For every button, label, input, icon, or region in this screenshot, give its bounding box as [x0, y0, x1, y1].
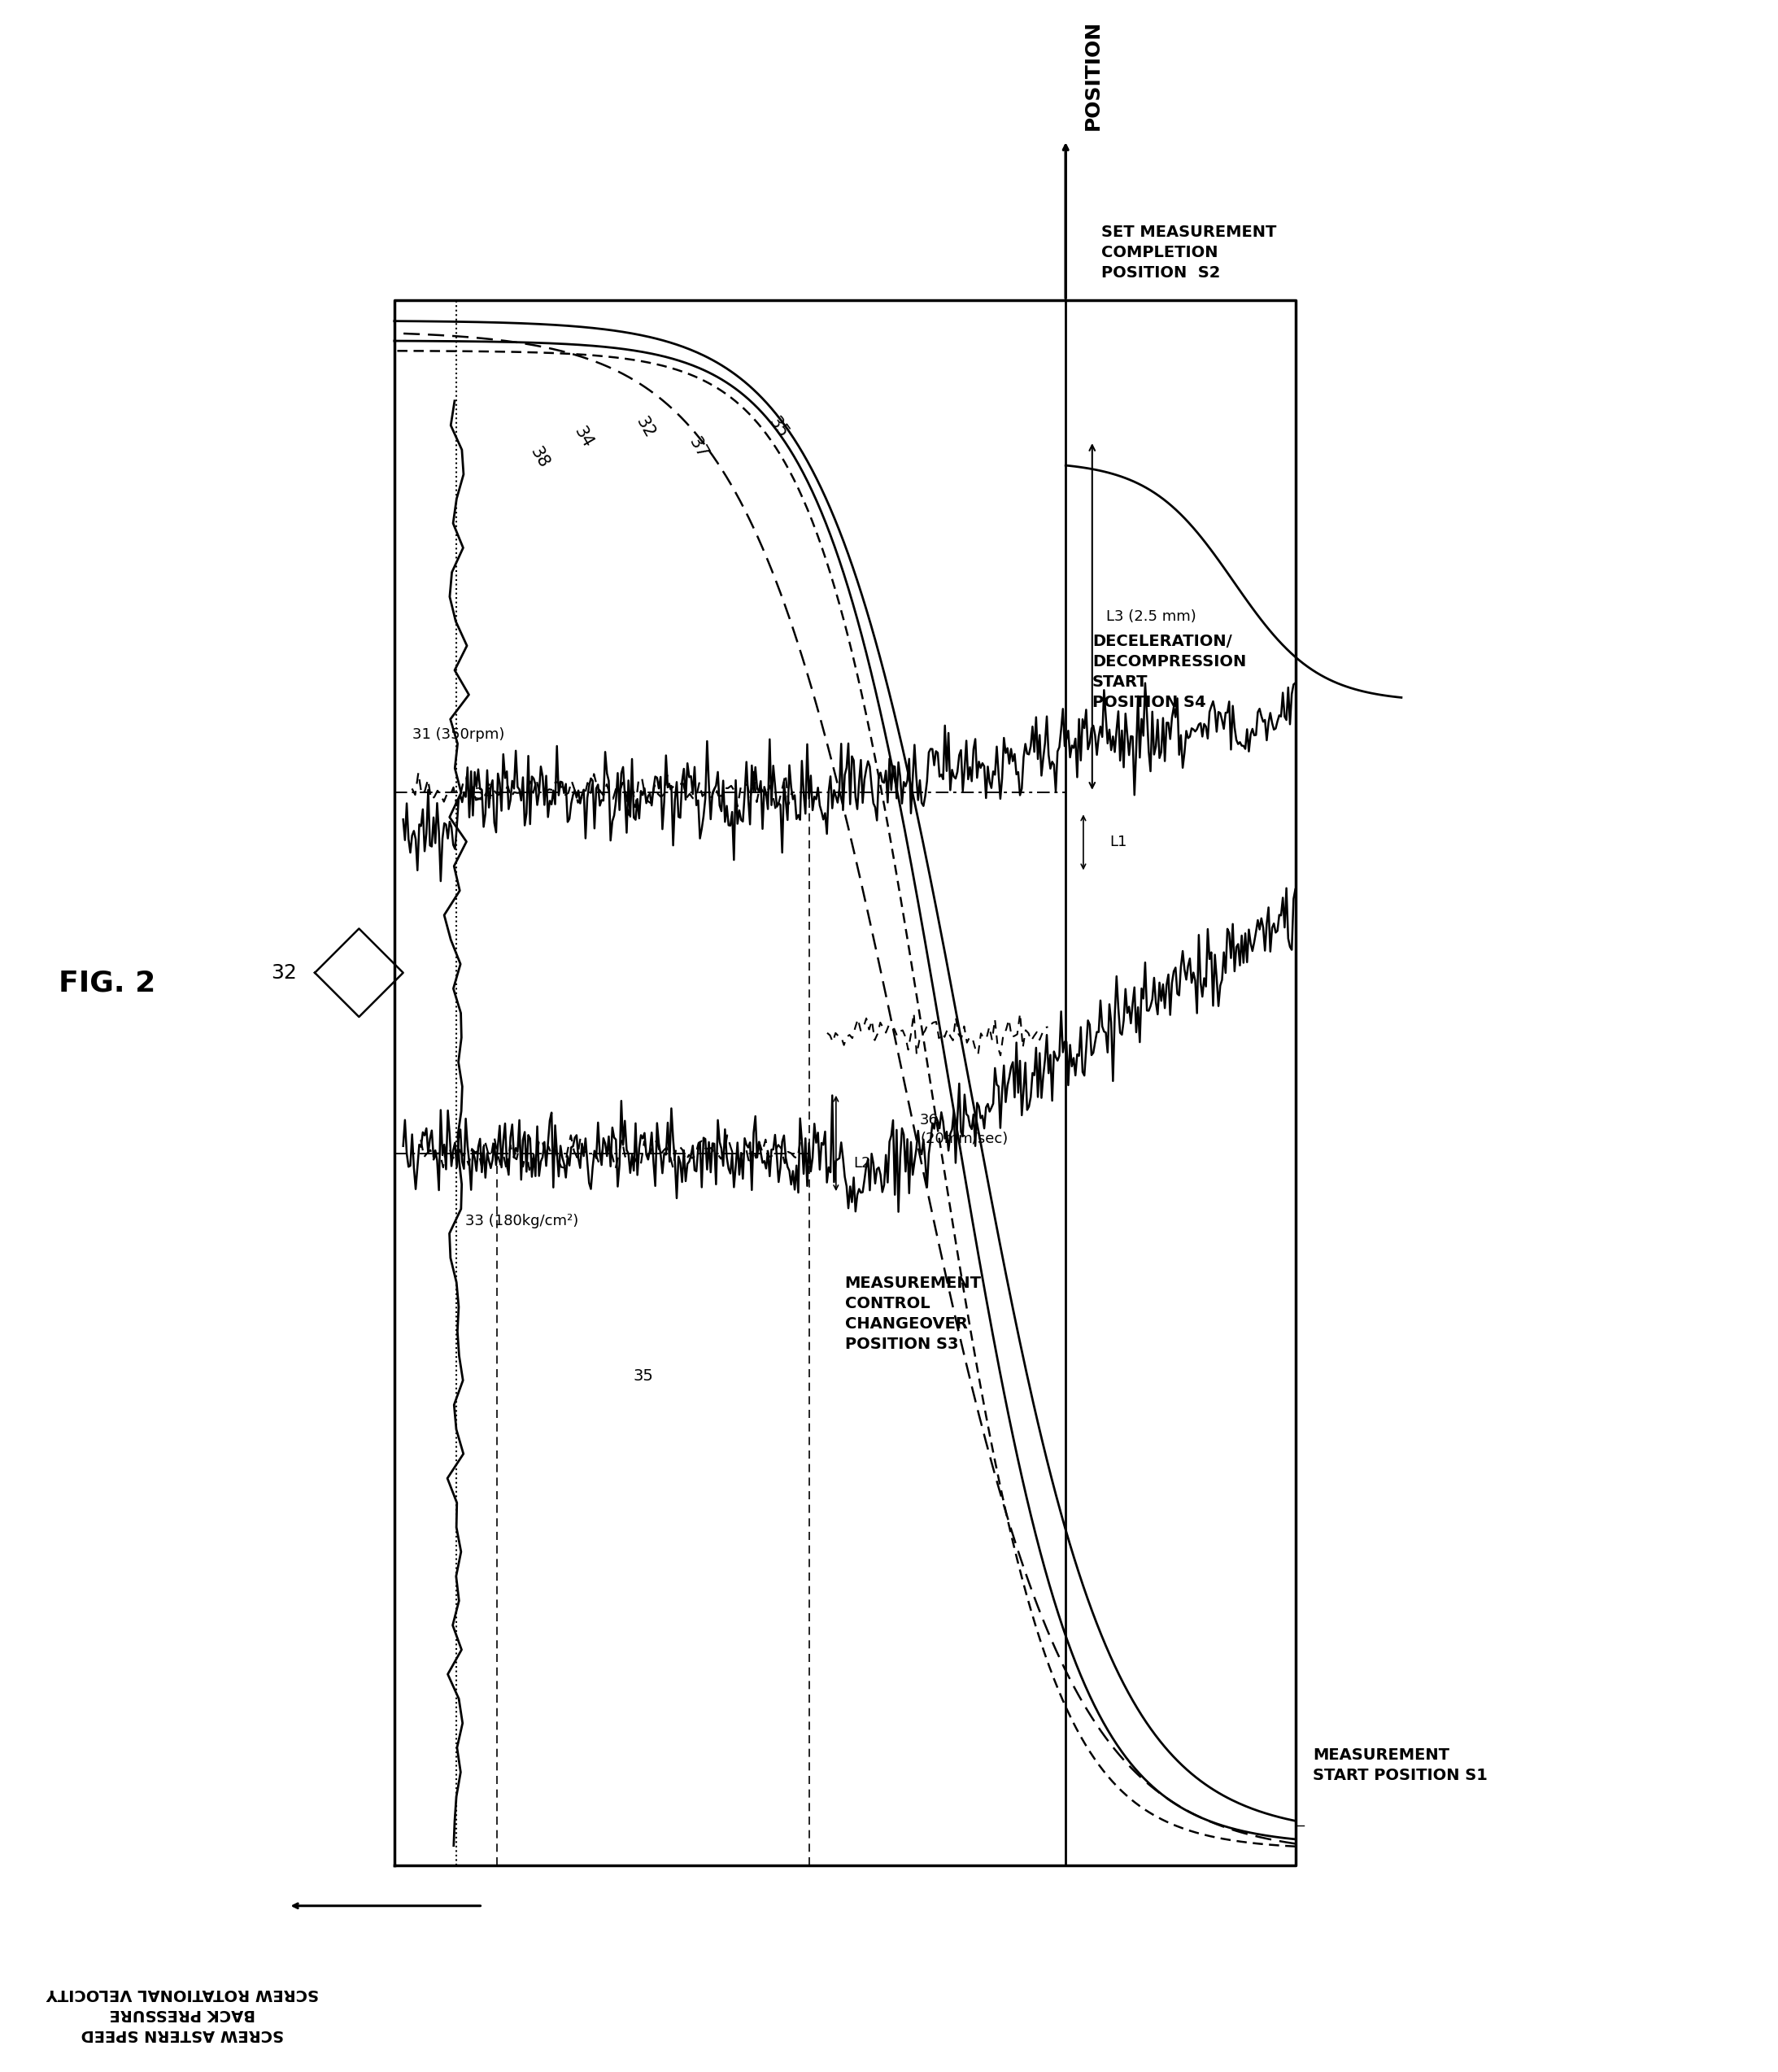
- Text: L2: L2: [853, 1156, 871, 1171]
- Text: 32: 32: [633, 414, 658, 441]
- Text: 35: 35: [765, 414, 791, 441]
- Text: L1: L1: [1109, 835, 1127, 850]
- Text: L3 (2.5 mm): L3 (2.5 mm): [1106, 609, 1197, 624]
- Text: 33 (180kg/cm²): 33 (180kg/cm²): [466, 1214, 578, 1229]
- Text: MEASUREMENT
START POSITION S1: MEASUREMENT START POSITION S1: [1312, 1747, 1488, 1784]
- Text: FIG. 2: FIG. 2: [59, 970, 156, 997]
- Text: 32: 32: [272, 963, 297, 982]
- Text: DECELERATION/
DECOMPRESSION
START
POSITION S4: DECELERATION/ DECOMPRESSION START POSITI…: [1092, 634, 1246, 711]
- Text: 35: 35: [633, 1370, 653, 1384]
- Text: MEASUREMENT
CONTROL
CHANGEOVER
POSITION S3: MEASUREMENT CONTROL CHANGEOVER POSITION …: [845, 1276, 981, 1353]
- Text: 38: 38: [526, 443, 551, 470]
- Text: 31 (350rpm): 31 (350rpm): [412, 727, 505, 742]
- Text: 37: 37: [686, 435, 711, 462]
- Text: SCREW ASTERN SPEED
BACK PRESSURE
SCREW ROTATIONAL VELOCITY: SCREW ASTERN SPEED BACK PRESSURE SCREW R…: [46, 1987, 318, 2043]
- Text: 36
(20mm/sec): 36 (20mm/sec): [919, 1113, 1008, 1146]
- Text: 34: 34: [571, 425, 596, 452]
- Text: POSITION: POSITION: [1083, 21, 1102, 131]
- Text: SET MEASUREMENT
COMPLETION
POSITION  S2: SET MEASUREMENT COMPLETION POSITION S2: [1101, 224, 1277, 280]
- Text: 34: 34: [473, 787, 494, 802]
